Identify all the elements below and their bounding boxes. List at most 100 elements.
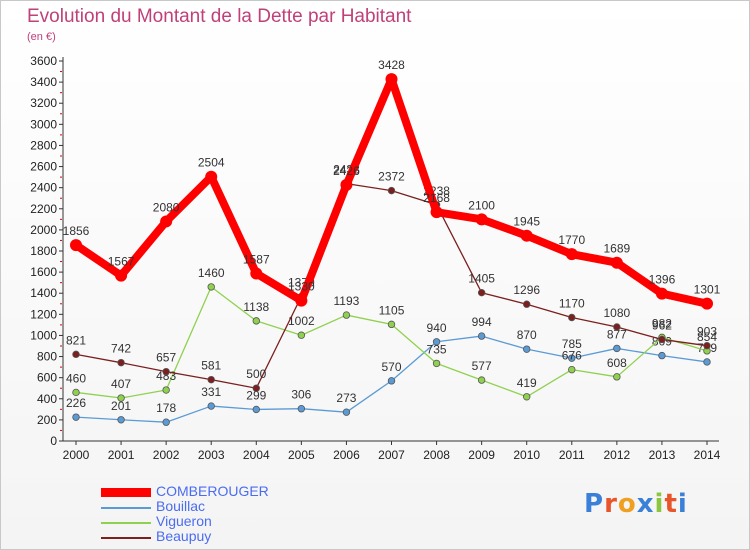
x-tick-label: 2005 (288, 448, 315, 462)
data-label-vigueron: 407 (111, 377, 131, 391)
data-point-comberouger (160, 215, 173, 228)
y-tick-label: 2400 (30, 181, 57, 195)
data-label-beaupuy: 1296 (513, 283, 540, 297)
data-label-comberouger: 2504 (198, 156, 225, 170)
data-point-vigueron (297, 331, 306, 339)
data-point-beaupuy (613, 323, 621, 331)
data-label-vigueron: 1193 (334, 294, 360, 308)
data-label-vigueron: 608 (607, 356, 627, 370)
data-point-vigueron (207, 283, 215, 291)
data-label-comberouger: 2426 (333, 164, 360, 178)
data-point-comberouger (701, 297, 713, 310)
y-tick-label: 400 (37, 392, 57, 406)
data-label-bouillac: 877 (607, 327, 627, 341)
data-label-beaupuy: 821 (66, 333, 86, 347)
legend-label-comberouger: COMBEROUGER (156, 483, 269, 499)
data-label-comberouger: 1689 (604, 242, 631, 256)
data-label-vigueron: 1138 (243, 300, 269, 314)
data-point-vigueron (342, 311, 351, 319)
data-point-beaupuy (703, 341, 711, 350)
data-label-comberouger: 1396 (649, 273, 676, 287)
data-label-bouillac: 178 (156, 401, 176, 415)
data-point-beaupuy (162, 367, 170, 376)
data-label-vigueron: 735 (427, 342, 447, 356)
legend-label-beaupuy: Beaupuy (156, 528, 212, 544)
data-label-beaupuy: 657 (156, 351, 176, 365)
x-tick-label: 2009 (468, 448, 495, 462)
y-tick-label: 200 (37, 413, 57, 427)
data-point-bouillac (297, 405, 306, 413)
data-label-bouillac: 201 (111, 399, 131, 413)
data-point-comberouger (610, 256, 623, 269)
x-tick-label: 2000 (63, 448, 90, 462)
data-point-beaupuy (523, 300, 531, 308)
y-tick-label: 1600 (30, 265, 57, 279)
y-tick-label: 2600 (30, 160, 57, 174)
y-tick-label: 3000 (30, 117, 57, 131)
data-point-bouillac (72, 413, 80, 421)
data-label-vigueron: 577 (472, 359, 492, 373)
data-label-vigueron: 982 (652, 316, 672, 330)
chart-title: Evolution du Montant de la Dette par Hab… (27, 6, 412, 27)
data-point-vigueron (72, 388, 80, 397)
legend-swatch-beaupuy (101, 537, 151, 539)
data-point-comberouger (70, 239, 82, 252)
y-tick-label: 3200 (30, 96, 57, 110)
data-point-vigueron (387, 320, 396, 329)
data-label-comberouger: 1587 (243, 252, 270, 266)
data-label-vigueron: 854 (697, 330, 717, 344)
data-point-bouillac (477, 332, 486, 340)
y-tick-label: 2200 (30, 202, 57, 216)
x-tick-label: 2010 (513, 448, 540, 462)
data-point-bouillac (432, 338, 441, 346)
data-label-comberouger: 2100 (468, 198, 495, 212)
data-label-vigueron: 676 (562, 349, 582, 363)
data-label-comberouger: 2168 (423, 191, 450, 205)
data-point-bouillac (252, 405, 260, 414)
data-label-bouillac: 994 (472, 315, 492, 329)
y-tick-label: 1200 (30, 307, 57, 321)
data-point-bouillac (658, 351, 666, 360)
data-label-beaupuy: 500 (246, 367, 266, 381)
data-label-beaupuy: 1405 (468, 272, 495, 286)
data-point-comberouger (115, 269, 128, 282)
data-label-comberouger: 1770 (558, 233, 585, 247)
data-point-comberouger (385, 73, 398, 86)
x-tick-label: 2007 (378, 448, 405, 462)
data-label-comberouger: 3428 (378, 58, 405, 72)
y-tick-label: 1800 (30, 244, 57, 258)
x-tick-label: 2013 (649, 448, 676, 462)
data-point-comberouger (205, 170, 218, 183)
y-tick-label: 3400 (30, 75, 57, 89)
data-label-bouillac: 331 (201, 385, 221, 399)
chart-subtitle: (en €) (27, 31, 56, 43)
y-tick-label: 3600 (30, 54, 57, 68)
data-label-vigueron: 419 (517, 376, 537, 390)
data-point-comberouger (565, 248, 578, 261)
data-point-vigueron (477, 376, 486, 384)
data-label-beaupuy: 742 (111, 342, 131, 356)
data-label-beaupuy: 1170 (559, 297, 585, 311)
x-tick-label: 2002 (153, 448, 180, 462)
data-label-comberouger: 1330 (288, 280, 315, 294)
data-point-beaupuy (387, 186, 396, 195)
data-point-vigueron (523, 393, 531, 401)
data-label-beaupuy: 581 (201, 359, 221, 373)
data-point-beaupuy (207, 375, 215, 384)
data-label-vigueron: 1460 (198, 266, 225, 280)
legend-label-bouillac: Bouillac (156, 498, 206, 514)
data-label-beaupuy: 1080 (604, 306, 631, 320)
data-label-bouillac: 299 (246, 388, 266, 402)
data-label-comberouger: 1301 (694, 283, 721, 297)
data-label-comberouger: 1856 (63, 224, 90, 238)
data-label-vigueron: 1002 (288, 314, 315, 328)
data-label-beaupuy: 903 (697, 325, 717, 339)
legend-label-vigueron: Vigueron (156, 513, 212, 529)
x-tick-label: 2004 (243, 448, 270, 462)
data-point-comberouger (250, 267, 263, 280)
data-point-vigueron (162, 386, 170, 394)
data-point-vigueron (252, 317, 260, 325)
y-tick-label: 2800 (30, 138, 57, 152)
data-label-comberouger: 1945 (513, 215, 540, 229)
